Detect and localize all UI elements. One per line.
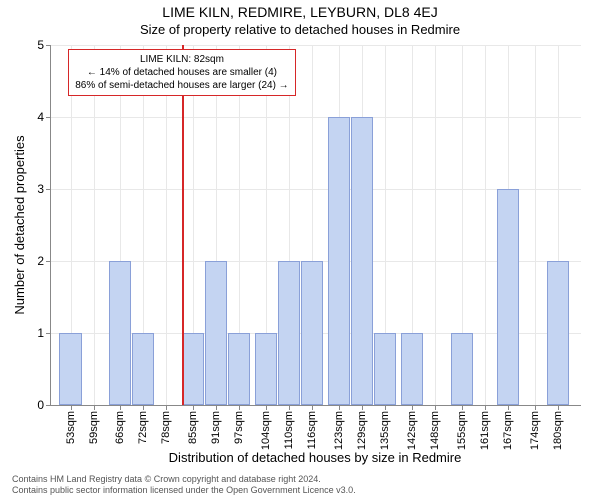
x-tick-label: 180sqm (552, 411, 564, 450)
chart-plot-area: 53sqm59sqm66sqm72sqm78sqm85sqm91sqm97sqm… (50, 45, 580, 405)
attribution-footer: Contains HM Land Registry data © Crown c… (12, 474, 356, 497)
x-tick-label: 66sqm (114, 411, 126, 444)
y-tick-label: 4 (24, 110, 44, 124)
y-tick-label: 2 (24, 254, 44, 268)
property-marker-line (182, 45, 184, 405)
annotation-line: ← 14% of detached houses are smaller (4) (75, 66, 288, 79)
histogram-bar (255, 333, 277, 405)
x-tick-label: 174sqm (529, 411, 541, 450)
x-tick-label: 97sqm (233, 411, 245, 444)
histogram-bar (59, 333, 81, 405)
histogram-bar (351, 117, 373, 405)
histogram-bar (205, 261, 227, 405)
chart-supertitle: LIME KILN, REDMIRE, LEYBURN, DL8 4EJ (0, 4, 600, 20)
y-axis-label: Number of detached properties (12, 135, 27, 314)
y-tick-label: 1 (24, 326, 44, 340)
histogram-bar (547, 261, 569, 405)
annotation-line: 86% of semi-detached houses are larger (… (75, 79, 288, 92)
footer-line-1: Contains HM Land Registry data © Crown c… (12, 474, 356, 485)
histogram-bar (109, 261, 131, 405)
x-tick-label: 161sqm (479, 411, 491, 450)
histogram-bar (132, 333, 154, 405)
x-tick-label: 85sqm (187, 411, 199, 444)
histogram-bar (497, 189, 519, 405)
histogram-bar (401, 333, 423, 405)
x-tick-label: 123sqm (333, 411, 345, 450)
x-tick-label: 129sqm (356, 411, 368, 450)
y-tick-label: 0 (24, 398, 44, 412)
y-tick-label: 3 (24, 182, 44, 196)
histogram-bar (278, 261, 300, 405)
histogram-bar (374, 333, 396, 405)
histogram-bar (228, 333, 250, 405)
x-tick-label: 72sqm (137, 411, 149, 444)
footer-line-2: Contains public sector information licen… (12, 485, 356, 496)
histogram-bar (182, 333, 204, 405)
histogram-bar (451, 333, 473, 405)
x-tick-label: 91sqm (210, 411, 222, 444)
x-tick-label: 53sqm (65, 411, 77, 444)
x-tick-label: 135sqm (379, 411, 391, 450)
annotation-line: LIME KILN: 82sqm (75, 53, 288, 66)
x-tick-label: 104sqm (260, 411, 272, 450)
x-tick-label: 116sqm (306, 411, 318, 449)
x-tick-label: 59sqm (88, 411, 100, 444)
chart-title: Size of property relative to detached ho… (0, 22, 600, 37)
annotation-box: LIME KILN: 82sqm← 14% of detached houses… (68, 49, 295, 96)
x-tick-label: 148sqm (429, 411, 441, 450)
histogram-bar (328, 117, 350, 405)
x-tick-label: 142sqm (406, 411, 418, 450)
x-axis-label: Distribution of detached houses by size … (50, 450, 580, 465)
x-tick-label: 167sqm (502, 411, 514, 450)
x-tick-label: 78sqm (160, 411, 172, 444)
histogram-bar (301, 261, 323, 405)
x-tick-label: 155sqm (456, 411, 468, 450)
x-tick-label: 110sqm (283, 411, 295, 449)
y-tick-label: 5 (24, 38, 44, 52)
